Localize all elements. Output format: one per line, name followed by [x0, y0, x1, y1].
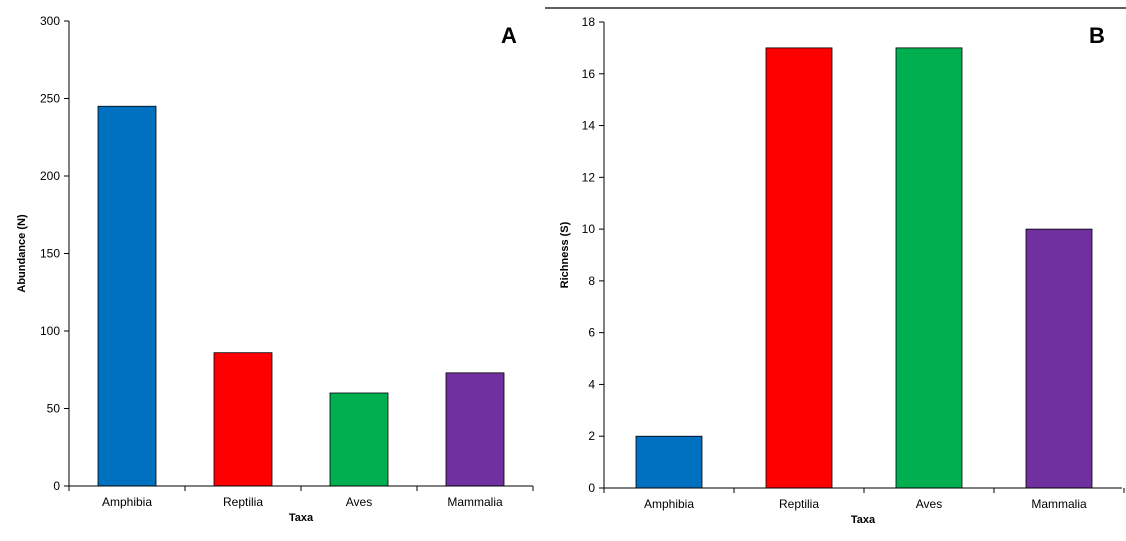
y-tick-label: 200	[40, 169, 60, 183]
x-tick-label: Reptilia	[223, 495, 263, 509]
panel-letter: A	[501, 23, 517, 48]
y-tick-label: 0	[588, 481, 595, 495]
bar-aves	[895, 47, 963, 489]
bar-reptilia	[213, 352, 273, 487]
y-tick-label: 250	[40, 92, 60, 106]
y-tick-label: 4	[588, 377, 595, 391]
x-axis-title: Taxa	[851, 514, 876, 526]
x-tick-label: Amphibia	[644, 497, 694, 511]
y-tick-label: 0	[53, 479, 60, 493]
bar-amphibia	[635, 435, 703, 489]
y-axis-title: Richness (S)	[559, 221, 571, 288]
y-tick-label: 300	[40, 14, 60, 28]
x-tick-label: Aves	[346, 495, 372, 509]
y-tick-label: 10	[582, 222, 596, 236]
x-tick-label: Aves	[916, 497, 942, 511]
bar-amphibia	[97, 105, 157, 487]
panel-letter: B	[1089, 23, 1105, 48]
bar-mammalia	[445, 372, 505, 487]
y-tick-label: 14	[582, 119, 596, 133]
bar-reptilia	[765, 47, 833, 489]
y-tick-label: 6	[588, 326, 595, 340]
y-tick-label: 2	[588, 429, 595, 443]
y-tick-label: 50	[47, 402, 61, 416]
panel-b-richness: Amphibia Reptilia Aves Mammalia 0 2 4 6 8 10 12 14 1…	[545, 7, 1126, 526]
bar-aves	[329, 392, 389, 487]
x-axis-title: Taxa	[289, 512, 314, 524]
bar-mammalia	[1025, 228, 1093, 489]
x-tick-label: Mammalia	[447, 495, 503, 509]
panel-a-abundance: Amphibia Reptilia Aves Mammalia 0 50 100 150 200…	[16, 14, 534, 524]
y-tick-label: 150	[40, 247, 60, 261]
x-tick-label: Mammalia	[1031, 497, 1087, 511]
y-tick-label: 16	[582, 67, 596, 81]
y-tick-label: 18	[582, 15, 596, 29]
y-tick-label: 100	[40, 324, 60, 338]
y-tick-label: 12	[582, 170, 596, 184]
y-axis-title: Abundance (N)	[16, 214, 28, 293]
x-tick-label: Amphibia	[102, 495, 152, 509]
x-tick-label: Reptilia	[779, 497, 819, 511]
y-tick-label: 8	[588, 274, 595, 288]
